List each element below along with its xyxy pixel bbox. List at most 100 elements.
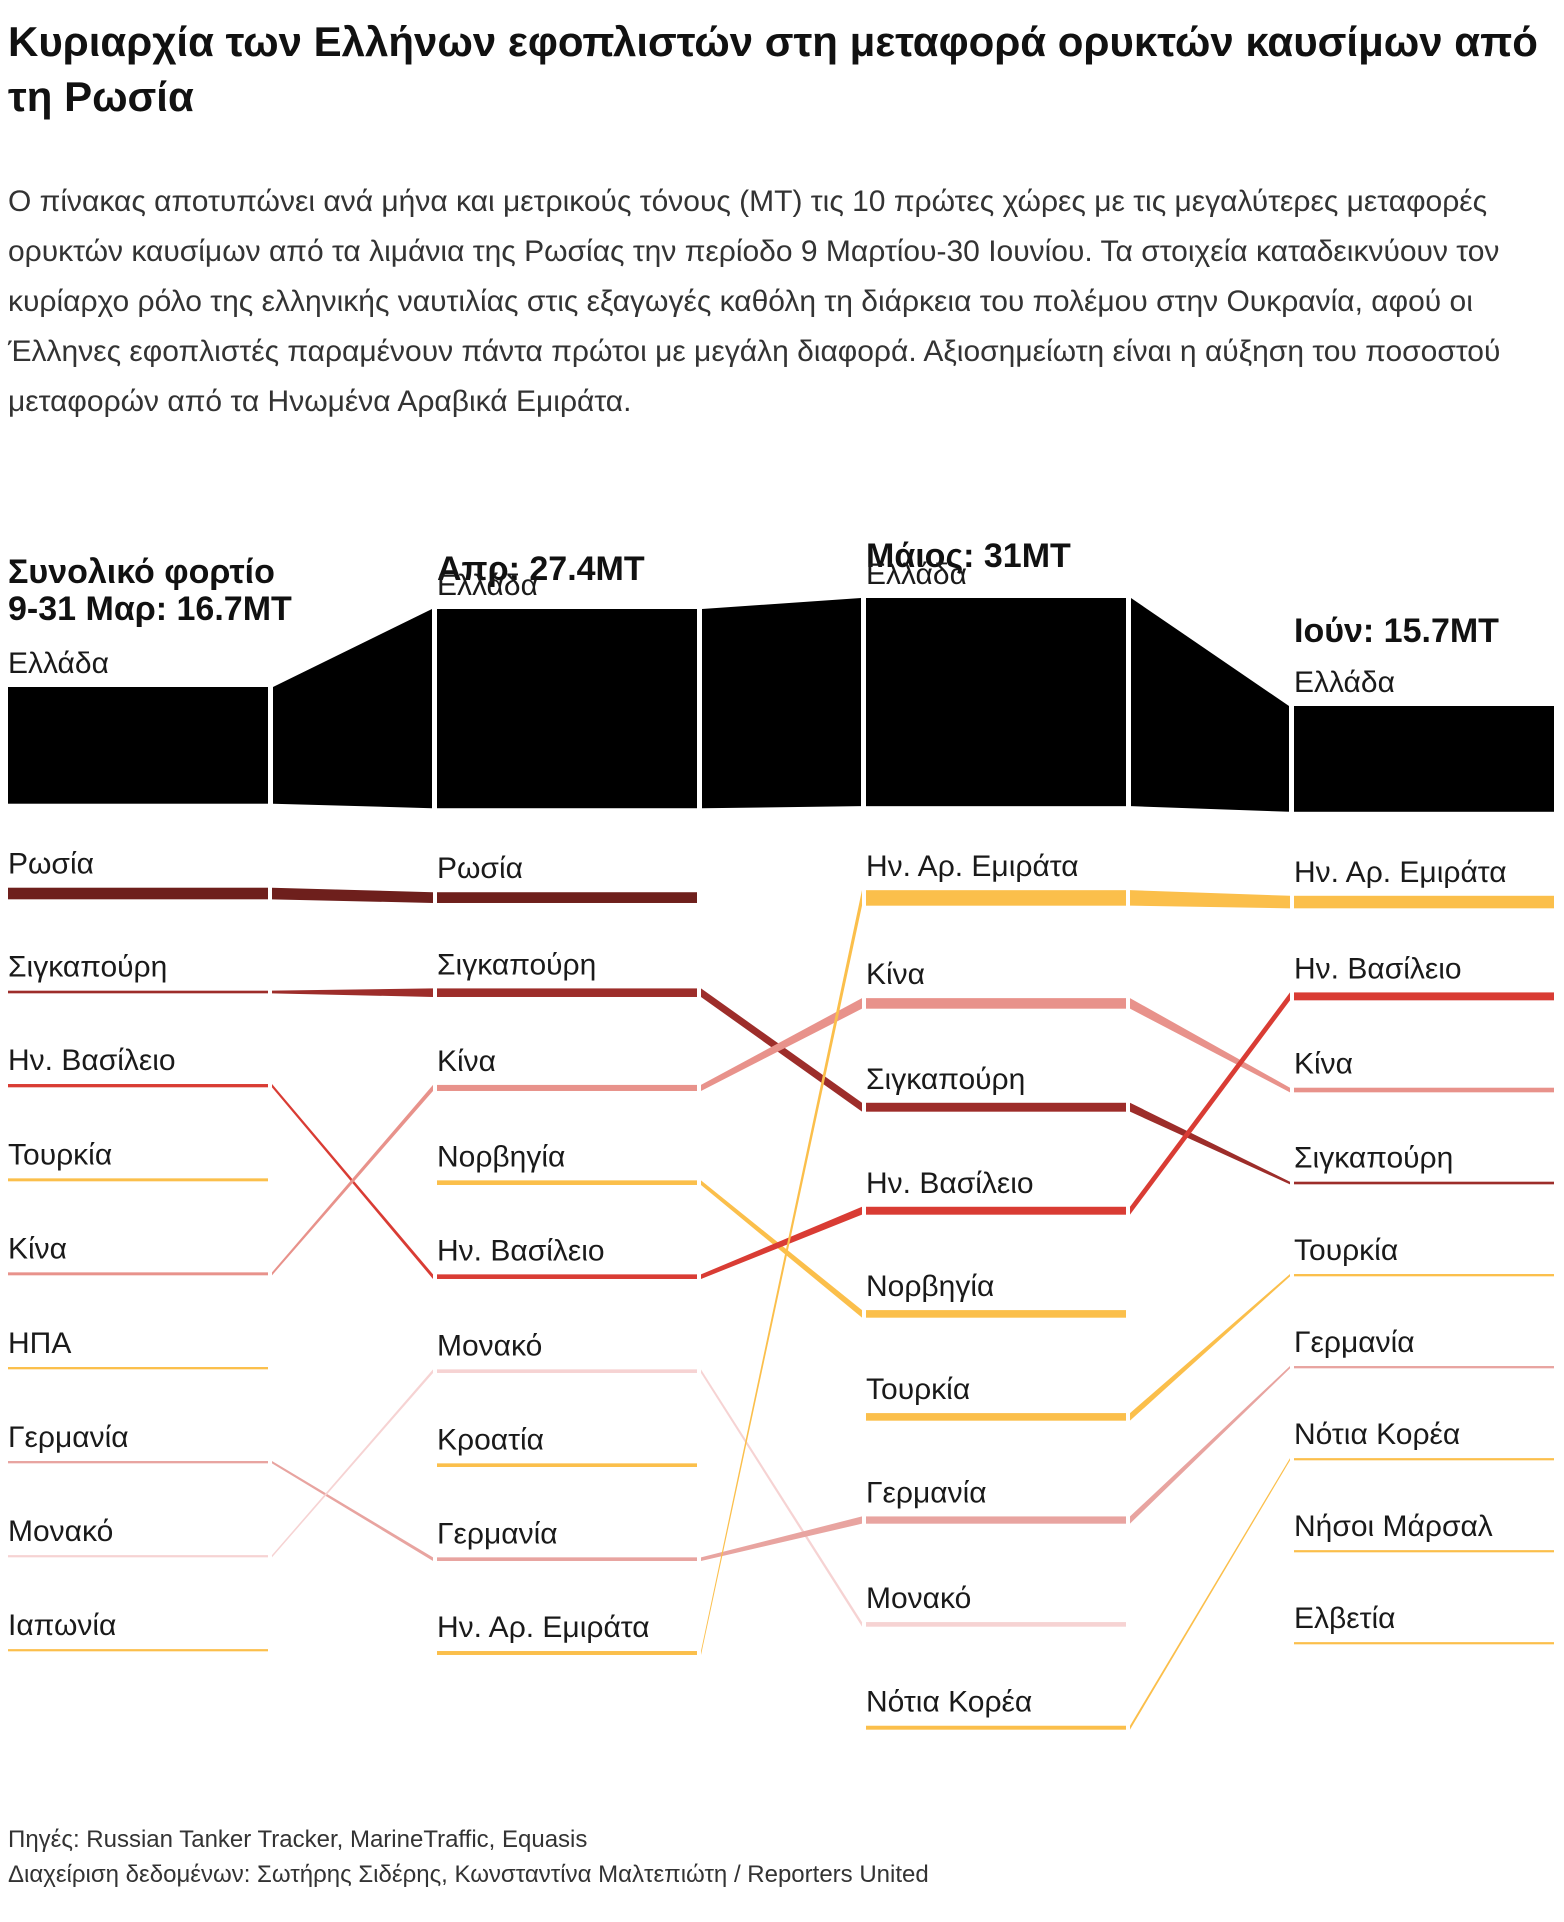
label-ην-βασίλειο-2: Ην. Βασίλειο xyxy=(866,1167,1034,1200)
flow-ελλάδα-1 xyxy=(702,598,861,809)
flow-σιγκαπούρη-2 xyxy=(1130,1102,1290,1185)
bar-γερμανία-2 xyxy=(866,1516,1126,1524)
bar-κίνα-0 xyxy=(8,1272,268,1276)
flow-μονακό-1 xyxy=(701,1369,862,1627)
label-ρωσία-1: Ρωσία xyxy=(437,852,523,885)
label-μονακό-2: Μονακό xyxy=(866,1582,971,1615)
label-νορβηγία-1: Νορβηγία xyxy=(437,1140,565,1173)
bar-σιγκαπούρη-2 xyxy=(866,1102,1126,1112)
bar-ελλάδα-1 xyxy=(437,609,697,809)
label-ην-αρ-εμιράτα-1: Ην. Αρ. Εμιράτα xyxy=(437,1611,650,1644)
bar-κροατία-1 xyxy=(437,1463,697,1467)
label-κίνα-1: Κίνα xyxy=(437,1045,496,1078)
label-σιγκαπούρη-2: Σιγκαπούρη xyxy=(866,1063,1025,1096)
label-ελλάδα-2: Ελλάδα xyxy=(866,558,967,591)
bar-νότια-κορέα-2 xyxy=(866,1725,1126,1730)
bar-ηπα-0 xyxy=(8,1367,268,1370)
flow-γερμανία-1 xyxy=(701,1516,862,1561)
label-τουρκία-3: Τουρκία xyxy=(1294,1234,1398,1267)
flow-κίνα-2 xyxy=(1130,998,1290,1093)
credits-note: Διαχείριση δεδομένων: Σωτήρης Σιδέρης, Κ… xyxy=(8,1861,929,1888)
bar-τουρκία-3 xyxy=(1294,1274,1554,1277)
bar-τουρκία-0 xyxy=(8,1178,268,1182)
bar-σιγκαπούρη-1 xyxy=(437,988,697,997)
label-γερμανία-3: Γερμανία xyxy=(1294,1326,1415,1359)
label-ην-αρ-εμιράτα-3: Ην. Αρ. Εμιράτα xyxy=(1294,856,1507,889)
label-γερμανία-0: Γερμανία xyxy=(8,1421,129,1454)
bar-ην-αρ-εμιράτα-1 xyxy=(437,1651,697,1655)
bar-ελλάδα-2 xyxy=(866,598,1126,807)
bar-ελβετία-3 xyxy=(1294,1642,1554,1645)
label-τουρκία-2: Τουρκία xyxy=(866,1373,970,1406)
label-ελβετία-3: Ελβετία xyxy=(1294,1602,1396,1635)
label-σιγκαπούρη-0: Σιγκαπούρη xyxy=(8,951,167,984)
label-μονακό-1: Μονακό xyxy=(437,1329,542,1362)
label-γερμανία-1: Γερμανία xyxy=(437,1517,558,1550)
chart-title: Κυριαρχία των Ελλήνων εφοπλιστών στη μετ… xyxy=(8,18,1538,120)
bar-ελλάδα-0 xyxy=(8,687,268,804)
flow-ελλάδα-0 xyxy=(273,609,432,809)
label-νότια-κορέα-3: Νότια Κορέα xyxy=(1294,1418,1460,1451)
bar-μονακό-0 xyxy=(8,1555,268,1558)
bar-ελλάδα-3 xyxy=(1294,706,1554,812)
label-ην-αρ-εμιράτα-2: Ην. Αρ. Εμιράτα xyxy=(866,850,1079,883)
bar-ην-βασίλειο-2 xyxy=(866,1206,1126,1215)
bar-ην-αρ-εμιράτα-3 xyxy=(1294,895,1554,909)
period-header-0: Συνολικό φορτίο xyxy=(8,553,275,591)
flow-ην-αρ-εμιράτα-1 xyxy=(701,890,862,1655)
flow-σιγκαπούρη-0 xyxy=(272,988,433,997)
bar-ρωσία-0 xyxy=(8,887,268,900)
bar-νορβηγία-1 xyxy=(437,1180,697,1185)
flow-κίνα-1 xyxy=(701,998,862,1091)
bar-γερμανία-0 xyxy=(8,1461,268,1464)
label-ιαπωνία-0: Ιαπωνία xyxy=(8,1609,116,1642)
bar-ιαπωνία-0 xyxy=(8,1649,268,1652)
bar-ην-βασίλειο-0 xyxy=(8,1084,268,1088)
bar-γερμανία-3 xyxy=(1294,1366,1554,1369)
flow-τουρκία-2 xyxy=(1130,1274,1290,1421)
bar-νήσοι-μάρσαλ-3 xyxy=(1294,1550,1554,1553)
label-ην-βασίλειο-1: Ην. Βασίλειο xyxy=(437,1234,605,1267)
flow-γερμανία-2 xyxy=(1130,1366,1290,1524)
bar-σιγκαπούρη-0 xyxy=(8,990,268,994)
bar-ρωσία-1 xyxy=(437,892,697,903)
bar-νορβηγία-2 xyxy=(866,1310,1126,1318)
bar-μονακό-2 xyxy=(866,1622,1126,1627)
label-κροατία-1: Κροατία xyxy=(437,1423,544,1456)
period-header-1: Απρ: 27.4MT xyxy=(437,550,645,588)
period-header-0-1: 9-31 Μαρ: 16.7MT xyxy=(8,590,292,628)
label-τουρκία-0: Τουρκία xyxy=(8,1138,112,1171)
label-ελλάδα-3: Ελλάδα xyxy=(1294,666,1395,699)
bar-σιγκαπούρη-3 xyxy=(1294,1181,1554,1185)
flow-νορβηγία-1 xyxy=(701,1180,862,1318)
flow-ην-βασίλειο-2 xyxy=(1130,992,1290,1215)
label-κίνα-2: Κίνα xyxy=(866,958,925,991)
bar-ην-βασίλειο-3 xyxy=(1294,992,1554,1001)
sources-note: Πηγές: Russian Tanker Tracker, MarineTra… xyxy=(8,1826,588,1853)
flow-ην-αρ-εμιράτα-2 xyxy=(1130,890,1290,909)
bar-κίνα-3 xyxy=(1294,1087,1554,1093)
period-header-2: Μάιος: 31MT xyxy=(866,537,1071,575)
label-νορβηγία-2: Νορβηγία xyxy=(866,1270,994,1303)
bar-ην-αρ-εμιράτα-2 xyxy=(866,890,1126,906)
label-νήσοι-μάρσαλ-3: Νήσοι Μάρσαλ xyxy=(1294,1510,1493,1543)
label-ρωσία-0: Ρωσία xyxy=(8,848,94,881)
bar-ην-βασίλειο-1 xyxy=(437,1274,697,1279)
label-ελλάδα-0: Ελλάδα xyxy=(8,647,109,680)
bar-κίνα-1 xyxy=(437,1084,697,1091)
bar-κίνα-2 xyxy=(866,998,1126,1009)
label-μονακό-0: Μονακό xyxy=(8,1515,113,1548)
chart-subtitle: Ο πίνακας αποτυπώνει ανά μήνα και μετρικ… xyxy=(8,185,1501,418)
bar-γερμανία-1 xyxy=(437,1557,697,1561)
label-κίνα-3: Κίνα xyxy=(1294,1048,1353,1081)
bar-μονακό-1 xyxy=(437,1369,697,1373)
flow-νότια-κορέα-2 xyxy=(1130,1458,1290,1730)
bar-νότια-κορέα-3 xyxy=(1294,1458,1554,1461)
label-σιγκαπούρη-1: Σιγκαπούρη xyxy=(437,948,596,981)
bar-τουρκία-2 xyxy=(866,1413,1126,1421)
label-σιγκαπούρη-3: Σιγκαπούρη xyxy=(1294,1142,1453,1175)
period-header-3: Ιούν: 15.7MT xyxy=(1294,612,1499,650)
flow-ην-βασίλειο-1 xyxy=(701,1206,862,1279)
flow-γερμανία-0 xyxy=(272,1461,433,1561)
